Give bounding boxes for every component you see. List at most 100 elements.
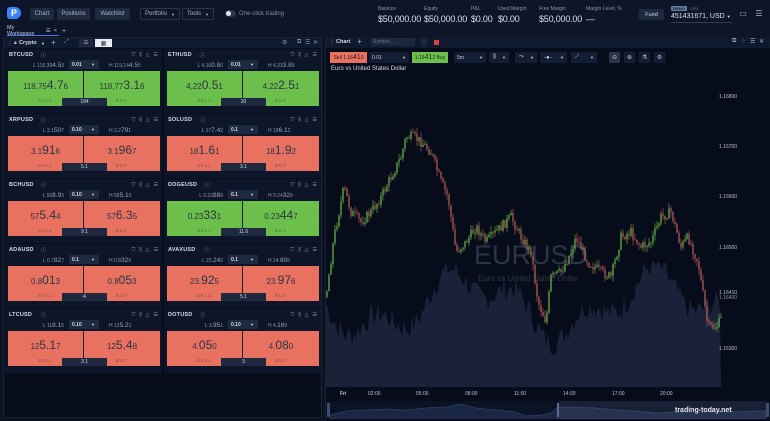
shield-icon[interactable]: ⛉ — [290, 52, 295, 58]
drag-handle-icon[interactable]: ⋮ — [329, 40, 335, 46]
depth-icon[interactable]: ⫼ — [298, 312, 301, 318]
menu-icon[interactable]: ☰ — [312, 182, 317, 188]
drag-handle-icon[interactable]: ⋮ — [7, 41, 13, 47]
navigator-right-handle[interactable] — [766, 403, 769, 417]
info-icon[interactable]: ⓘ — [204, 248, 210, 254]
bell-icon[interactable]: △ — [145, 117, 150, 123]
quantity-dropdown[interactable]: 0.1 ▼ — [69, 255, 99, 264]
instrument-symbol[interactable]: DOTUSD — [168, 312, 193, 318]
depth-icon[interactable]: ⫼ — [298, 52, 301, 58]
add-workspace-button[interactable]: + — [62, 28, 67, 35]
time-navigator[interactable] — [326, 401, 770, 420]
instrument-symbol[interactable]: ETHUSD — [168, 52, 192, 58]
instrument-symbol[interactable]: BCHUSD — [9, 182, 34, 188]
shield-icon[interactable]: ⛉ — [290, 312, 295, 318]
menu-icon[interactable]: ☰ — [305, 40, 311, 46]
nav-chart[interactable]: Chart — [30, 8, 54, 20]
info-icon[interactable]: ⓘ — [199, 118, 206, 124]
info-icon[interactable]: ⓘ — [204, 183, 210, 189]
chevron-down-icon[interactable]: ▼ — [41, 41, 45, 46]
add-chart-button[interactable]: + — [357, 37, 362, 46]
instrument-symbol[interactable]: SOLUSD — [168, 117, 193, 123]
instrument-symbol[interactable]: AVAXUSD — [168, 247, 196, 253]
quantity-dropdown[interactable]: 0.10 ▼ — [69, 320, 99, 329]
account-selector[interactable]: 451431671, USD ▼ — [671, 13, 732, 23]
info-icon[interactable]: ⓘ — [199, 313, 206, 319]
sell-button[interactable]: 118,754.76 SELL — [8, 71, 83, 106]
menu-icon[interactable]: ☰ — [153, 247, 158, 253]
shield-icon[interactable]: ⛉ — [131, 117, 136, 123]
info-icon[interactable]: ⓘ — [421, 41, 428, 47]
shield-icon[interactable]: ⛉ — [131, 247, 136, 253]
add-symbol-button[interactable]: + — [51, 38, 56, 47]
quantity-dropdown[interactable]: 0.1 ▼ — [228, 125, 258, 134]
record-icon[interactable] — [434, 40, 439, 45]
layout-icon[interactable]: ▭ — [739, 8, 747, 18]
navigator-range-handle[interactable] — [557, 403, 559, 417]
tools-dropdown[interactable]: Tools ▼ — [182, 8, 214, 20]
bell-icon[interactable]: △ — [304, 52, 309, 58]
info-icon[interactable]: ⓘ — [40, 313, 47, 319]
shield-icon[interactable]: ⛉ — [131, 52, 136, 58]
chart-buy-button[interactable]: 1.16 41 2 Buy — [412, 52, 448, 63]
menu-icon[interactable]: ☰ — [312, 117, 317, 123]
quantity-dropdown[interactable]: 0.01 ▼ — [228, 60, 258, 69]
nav-positions[interactable]: Positions — [57, 8, 90, 20]
menu-icon[interactable]: ☰ — [312, 247, 317, 253]
shield-icon[interactable]: ⛉ — [131, 182, 136, 188]
quantity-dropdown[interactable]: 0.10 ▼ — [69, 125, 99, 134]
symbol-search-input[interactable] — [371, 38, 415, 46]
instrument-symbol[interactable]: DOGEUSD — [168, 182, 198, 188]
close-icon[interactable]: ✕ — [759, 39, 765, 45]
depth-icon[interactable]: ⫼ — [298, 247, 301, 253]
bell-icon[interactable]: △ — [145, 312, 150, 318]
navigator-left-handle[interactable] — [327, 403, 330, 417]
bell-icon[interactable]: △ — [145, 247, 150, 253]
chart-qty-dropdown[interactable]: 0.01 ▼ — [369, 52, 409, 63]
zoom-in-button[interactable]: ⊕ — [624, 52, 635, 63]
settings-icon[interactable]: ⚙ — [654, 52, 665, 63]
grid-icon[interactable]: ⁘ — [741, 39, 747, 45]
shield-icon[interactable]: ⛉ — [131, 312, 136, 318]
sell-button[interactable]: 4.050 SELL — [167, 331, 242, 366]
fund-button[interactable]: Fund — [639, 9, 664, 20]
bell-icon[interactable]: △ — [304, 247, 309, 253]
quantity-dropdown[interactable]: 0.10 ▼ — [69, 190, 99, 199]
depth-icon[interactable]: ⫼ — [298, 182, 301, 188]
price-chart[interactable]: EURUSD Euro vs United States Dollar — [326, 77, 732, 387]
depth-icon[interactable]: ⫼ — [139, 247, 142, 253]
quantity-dropdown[interactable]: 0.10 ▼ — [228, 320, 258, 329]
info-icon[interactable]: ⓘ — [40, 248, 47, 254]
menu-icon[interactable]: ☰ — [153, 117, 158, 123]
grid-view-button[interactable]: ▦ — [95, 39, 112, 47]
menu-icon[interactable]: ☰ — [153, 312, 158, 318]
bell-icon[interactable]: △ — [304, 312, 309, 318]
depth-icon[interactable]: ⫼ — [298, 117, 301, 123]
menu-icon[interactable]: ☰ — [153, 52, 158, 58]
chart-type-dropdown[interactable]: ⫼ ▼ — [489, 52, 509, 63]
close-icon[interactable]: ✕ — [313, 40, 319, 46]
menu-icon[interactable]: ☰ — [755, 8, 763, 18]
popout-icon[interactable]: ⧉ — [297, 39, 302, 45]
buy-button[interactable]: 3.1967 BUY — [84, 136, 160, 171]
info-icon[interactable]: ⓘ — [40, 118, 47, 124]
flask-icon[interactable]: ⚗ — [639, 52, 650, 63]
bell-icon[interactable]: △ — [304, 117, 309, 123]
info-icon[interactable]: ⓘ — [40, 183, 47, 189]
menu-icon[interactable]: ☰ — [312, 52, 317, 58]
indicators-dropdown[interactable]: ⤳ ▼ — [515, 52, 537, 63]
bell-icon[interactable]: △ — [304, 182, 309, 188]
expand-icon[interactable]: ⤢ — [64, 39, 69, 45]
timeframe-dropdown[interactable]: 5m ▼ — [454, 52, 486, 63]
depth-icon[interactable]: ⫼ — [139, 52, 142, 58]
one-click-toggle[interactable] — [225, 10, 236, 17]
list-view-button[interactable]: ☰ — [79, 39, 93, 47]
drawing-tools-dropdown[interactable]: ⟋ ▼ — [571, 52, 597, 63]
shield-icon[interactable]: ⛉ — [290, 247, 295, 253]
menu-icon[interactable]: ☰ — [45, 28, 51, 34]
info-icon[interactable]: ⓘ — [199, 53, 206, 59]
shield-icon[interactable]: ⛉ — [290, 182, 295, 188]
depth-icon[interactable]: ⫼ — [139, 117, 142, 123]
chart-sell-button[interactable]: Sell 1.16 41 0 — [330, 52, 367, 63]
instrument-symbol[interactable]: LTCUSD — [9, 312, 33, 318]
